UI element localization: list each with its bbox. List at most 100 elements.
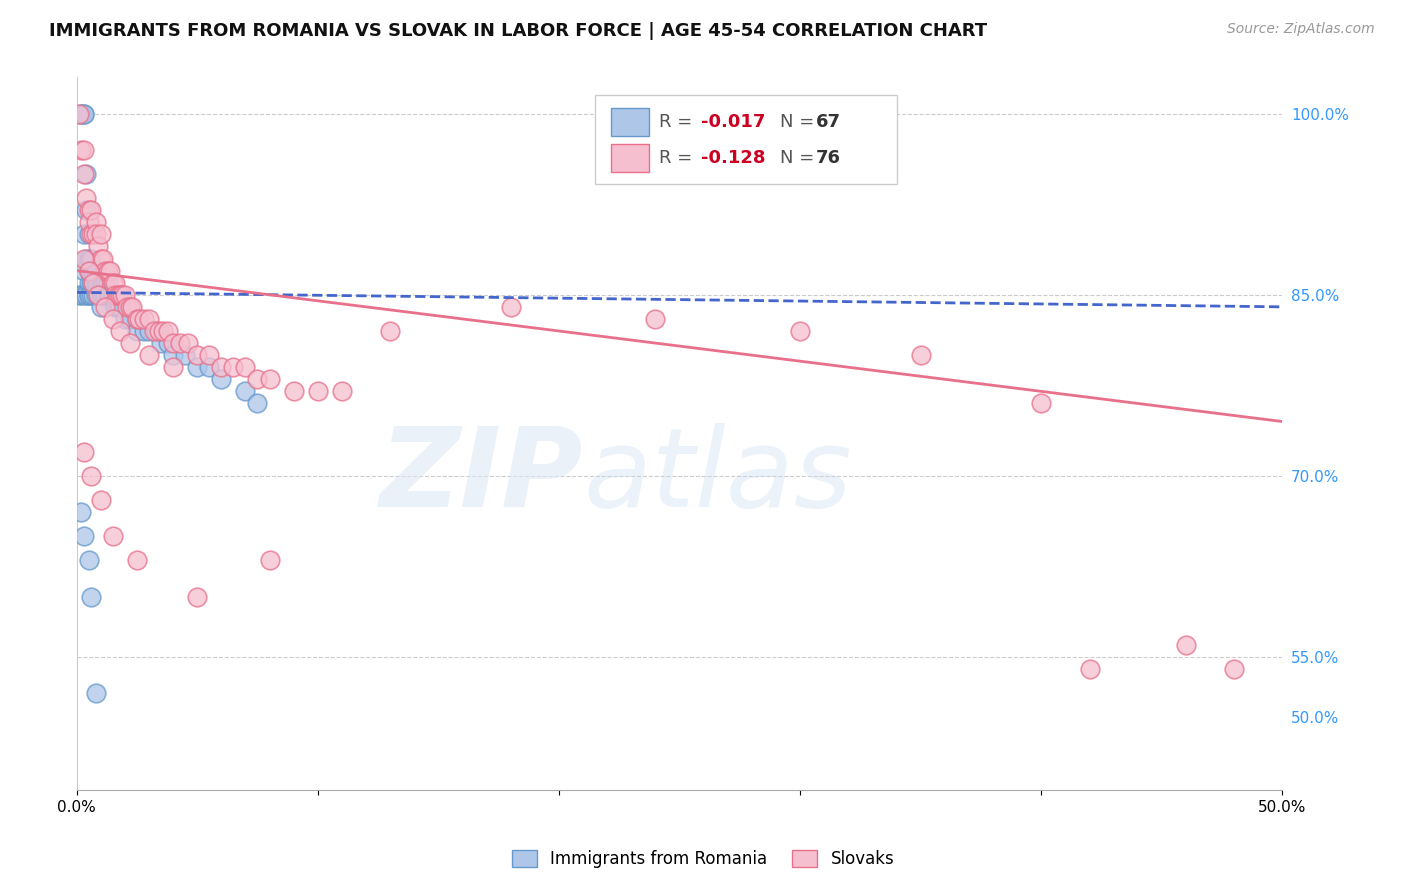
Point — [186, 590, 208, 604]
Point — [176, 336, 198, 351]
Point — [82, 276, 104, 290]
Point — [80, 263, 103, 277]
Point — [644, 312, 666, 326]
Point — [84, 227, 107, 242]
Point — [82, 276, 104, 290]
Point — [73, 167, 96, 181]
Point — [162, 348, 184, 362]
Point — [114, 287, 136, 301]
Point — [77, 276, 100, 290]
Point — [73, 106, 96, 120]
Point — [259, 553, 281, 567]
Point — [70, 505, 93, 519]
Text: ZIP: ZIP — [380, 423, 583, 530]
Point — [73, 287, 96, 301]
Point — [94, 263, 117, 277]
Point — [108, 300, 131, 314]
Point — [94, 276, 117, 290]
Point — [128, 312, 150, 326]
Point — [138, 312, 160, 326]
Point — [90, 493, 112, 508]
Point — [82, 287, 104, 301]
Point — [198, 360, 221, 375]
Point — [1223, 662, 1246, 676]
Point — [87, 276, 110, 290]
Point — [70, 143, 93, 157]
Point — [90, 276, 112, 290]
Point — [101, 312, 124, 326]
Point — [77, 553, 100, 567]
Point — [82, 227, 104, 242]
Point — [84, 215, 107, 229]
Point — [104, 276, 127, 290]
Point — [73, 143, 96, 157]
Point — [330, 384, 353, 399]
Point — [118, 336, 141, 351]
Point — [132, 324, 155, 338]
Point — [107, 300, 129, 314]
Point — [84, 263, 107, 277]
Point — [73, 252, 96, 266]
Text: N =: N = — [779, 149, 820, 167]
Point — [73, 106, 96, 120]
Point — [87, 287, 110, 301]
Text: N =: N = — [779, 112, 820, 131]
Point — [77, 227, 100, 242]
Legend: Immigrants from Romania, Slovaks: Immigrants from Romania, Slovaks — [505, 843, 901, 875]
Point — [73, 444, 96, 458]
Point — [125, 312, 148, 326]
Point — [97, 263, 120, 277]
Point — [104, 287, 127, 301]
Point — [77, 203, 100, 218]
Point — [67, 106, 90, 120]
Point — [75, 203, 97, 218]
Point — [91, 276, 114, 290]
Point — [75, 191, 97, 205]
Text: atlas: atlas — [583, 423, 852, 530]
Text: -0.128: -0.128 — [702, 149, 766, 167]
Point — [157, 336, 180, 351]
Point — [87, 287, 110, 301]
Point — [162, 360, 184, 375]
Point — [104, 300, 127, 314]
Point — [910, 348, 932, 362]
Point — [90, 300, 112, 314]
Point — [111, 287, 134, 301]
Point — [222, 360, 245, 375]
Point — [75, 252, 97, 266]
Point — [198, 348, 221, 362]
Point — [90, 227, 112, 242]
Point — [73, 227, 96, 242]
FancyBboxPatch shape — [610, 108, 650, 136]
Point — [149, 336, 172, 351]
Point — [186, 348, 208, 362]
Point — [77, 263, 100, 277]
Point — [97, 287, 120, 301]
Point — [186, 360, 208, 375]
Point — [80, 590, 103, 604]
Point — [75, 167, 97, 181]
Point — [75, 287, 97, 301]
Point — [157, 324, 180, 338]
Point — [87, 239, 110, 253]
Point — [107, 287, 129, 301]
Point — [80, 287, 103, 301]
Point — [73, 529, 96, 543]
Point — [77, 287, 100, 301]
Point — [73, 263, 96, 277]
Point — [125, 324, 148, 338]
Point — [77, 215, 100, 229]
Point — [118, 312, 141, 326]
Point — [174, 348, 197, 362]
Text: 76: 76 — [815, 149, 841, 167]
Point — [77, 263, 100, 277]
Point — [142, 324, 165, 338]
Point — [378, 324, 401, 338]
Text: -0.017: -0.017 — [702, 112, 766, 131]
Point — [235, 360, 257, 375]
Point — [94, 300, 117, 314]
Point — [67, 287, 90, 301]
Point — [91, 287, 114, 301]
Point — [169, 336, 191, 351]
Point — [97, 276, 120, 290]
